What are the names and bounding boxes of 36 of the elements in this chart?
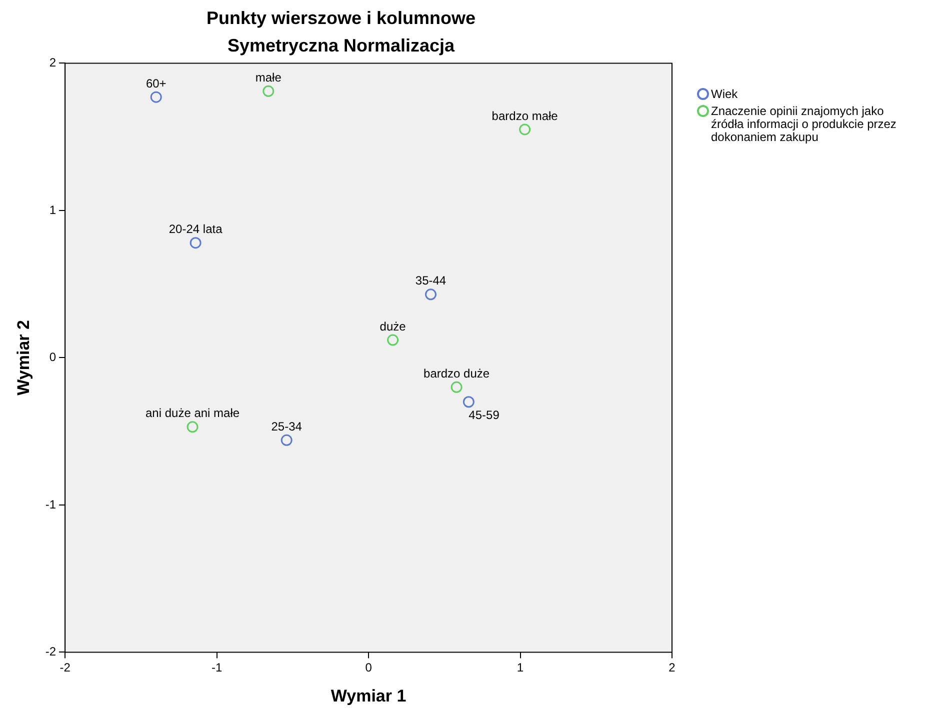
legend-label: Wiek (711, 87, 738, 101)
y-axis-title: Wymiar 2 (14, 320, 33, 396)
point (262, 85, 274, 97)
point (424, 288, 436, 300)
y-tick-label: 1 (49, 202, 56, 217)
point (519, 124, 531, 136)
point (462, 396, 474, 408)
annotation: 60+ (146, 76, 166, 90)
point (387, 334, 399, 346)
x-tick-label: -1 (211, 660, 222, 675)
y-tick-label: -2 (45, 644, 56, 659)
annotation: duże (380, 319, 406, 334)
chart-title: Punkty wierszowe i kolumnowe (206, 8, 476, 28)
point (450, 381, 462, 393)
y-tick-label: -1 (45, 497, 56, 512)
x-tick-label: -2 (60, 660, 71, 675)
annotation: bardzo duże (424, 366, 490, 380)
point (190, 237, 202, 249)
annotation: małe (255, 70, 282, 84)
annotation: 45-59 (468, 408, 500, 422)
chart-subtitle: Symetryczna Normalizacja (227, 35, 456, 56)
annotation: ani duże ani małe (145, 406, 240, 420)
point (280, 434, 292, 446)
annotation: 35-44 (415, 274, 446, 288)
annotation: bardzo małe (492, 108, 558, 123)
x-tick-label: 0 (365, 660, 372, 675)
legend-label: Znaczenie opinii znajomych jako źródła informacji o produkcie przez dokonaniem zakupu (711, 104, 898, 144)
y-tick-label: 2 (49, 56, 56, 70)
annotation: 20-24 lata (168, 222, 223, 236)
point (186, 421, 198, 433)
y-tick-label: 0 (49, 350, 56, 364)
x-tick-label: 2 (668, 660, 676, 675)
point (150, 91, 162, 103)
annotation: 25-34 (271, 419, 302, 434)
x-tick-label: 1 (516, 660, 524, 675)
x-axis-title: Wymiar 1 (330, 686, 406, 706)
